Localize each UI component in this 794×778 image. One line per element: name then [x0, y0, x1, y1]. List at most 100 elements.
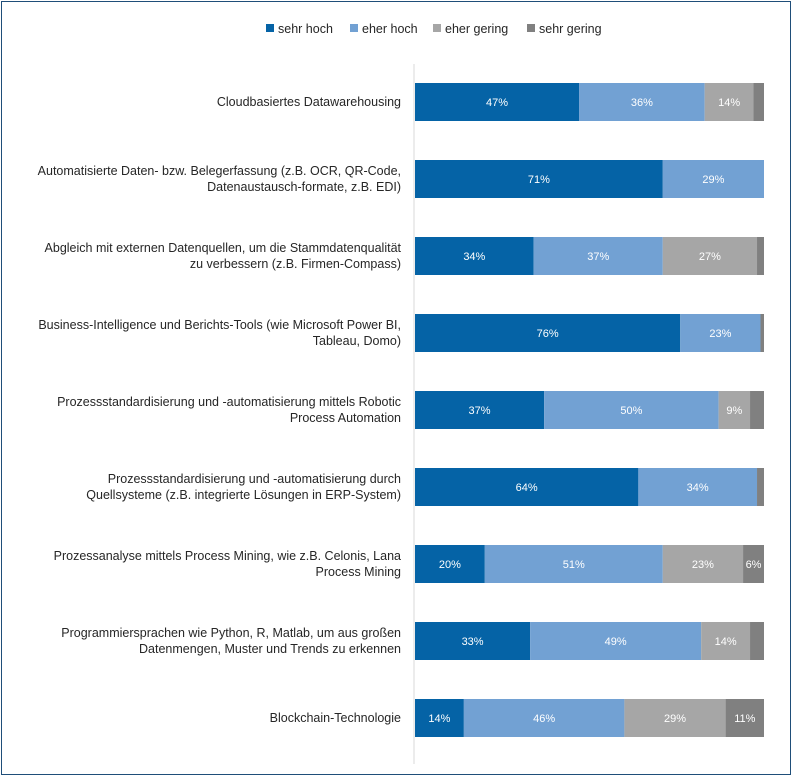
bar-value-label: 64% [516, 482, 538, 494]
bar-value-label: 50% [620, 405, 642, 417]
bar-value-label: 29% [702, 174, 724, 186]
legend-swatch [433, 24, 441, 32]
category-label: Prozessanalyse mittels Process Mining, w… [54, 549, 401, 563]
bar-row: 14% 46% 29% 11% [415, 699, 764, 737]
bar-value-label: 29% [664, 713, 686, 725]
bar-row: 34% 37% 27% [415, 237, 764, 275]
bar-value-label: 33% [462, 636, 484, 648]
legend-swatch [527, 24, 535, 32]
bar-value-label: 34% [463, 251, 485, 263]
category-labels: Cloudbasiertes Datawarehousing Automatisi… [38, 95, 402, 725]
legend-item-0: sehr hoch [266, 22, 333, 36]
bar-segment [760, 314, 764, 352]
legend-label: sehr hoch [278, 22, 333, 36]
bar-row: 64% 34% [415, 468, 764, 506]
bar-segment [624, 699, 726, 737]
bar-row: 71% 29% [415, 160, 764, 198]
bar-segment [544, 391, 719, 429]
bar-segment [704, 83, 754, 121]
bar-segment [415, 699, 464, 737]
bar-value-label: 6% [746, 559, 762, 571]
bar-segment [484, 545, 663, 583]
legend-label: sehr gering [539, 22, 602, 36]
bar-segment [680, 314, 761, 352]
bar-segment [743, 545, 764, 583]
bar-segment [750, 391, 764, 429]
category-label: Process Automation [290, 411, 401, 425]
category-label: Process Mining [316, 565, 401, 579]
bar-segment [415, 314, 681, 352]
bar-segment [415, 83, 580, 121]
legend-label: eher hoch [362, 22, 418, 36]
category-label: Blockchain-Technologie [270, 711, 401, 725]
category-label: Cloudbasiertes Datawarehousing [217, 95, 401, 109]
bar-segment [415, 160, 663, 198]
bar-row: 37% 50% 9% [415, 391, 764, 429]
legend-swatch [350, 24, 358, 32]
legend-item-2: eher gering [433, 22, 508, 36]
bars: 47% 36% 14% 71% 29% 34% 37% 27% 76% 23% 37% 50% 9% 64… [415, 83, 764, 737]
bar-value-label: 37% [587, 251, 609, 263]
bar-value-label: 14% [428, 713, 450, 725]
bar-segment [750, 622, 764, 660]
legend-item-1: eher hoch [350, 22, 418, 36]
bar-segment [753, 83, 764, 121]
bar-segment [757, 237, 764, 275]
category-label: Prozessstandardisierung und -automatisie… [108, 472, 401, 486]
bar-segment [463, 699, 625, 737]
bar-value-label: 20% [439, 559, 461, 571]
bar-value-label: 46% [533, 713, 555, 725]
bar-value-label: 14% [718, 97, 740, 109]
bar-row: 33% 49% 14% [415, 622, 764, 660]
bar-segment [701, 622, 751, 660]
bar-value-label: 9% [726, 405, 742, 417]
category-label: zu verbessern (z.B. Firmen-Compass) [190, 257, 401, 271]
bar-value-label: 37% [469, 405, 491, 417]
bar-value-label: 51% [563, 559, 585, 571]
category-label: Prozessstandardisierung und -automatisie… [57, 395, 401, 409]
legend: sehr hoch eher hoch eher gering sehr gering [266, 22, 602, 36]
bar-value-label: 23% [692, 559, 714, 571]
bar-value-label: 36% [631, 97, 653, 109]
category-label: Programmiersprachen wie Python, R, Matla… [61, 626, 401, 640]
bar-segment [415, 391, 545, 429]
bar-segment [533, 237, 663, 275]
legend-swatch [266, 24, 274, 32]
bar-value-label: 27% [699, 251, 721, 263]
bar-segment [415, 622, 531, 660]
bar-segment [415, 468, 639, 506]
bar-segment [757, 468, 764, 506]
bar-segment [662, 160, 764, 198]
legend-label: eher gering [445, 22, 508, 36]
legend-item-3: sehr gering [527, 22, 602, 36]
bar-value-label: 47% [486, 97, 508, 109]
bar-value-label: 11% [734, 713, 755, 725]
category-label: Datenaustausch-formate, z.B. EDI) [207, 180, 401, 194]
bar-segment [718, 391, 751, 429]
category-label: Automatisierte Daten- bzw. Belegerfassun… [38, 164, 401, 178]
category-label: Datenmengen, Muster und Trends zu erkenn… [139, 642, 401, 656]
bar-row: 76% 23% [415, 314, 764, 352]
bar-value-label: 14% [715, 636, 737, 648]
bar-value-label: 49% [605, 636, 627, 648]
bar-value-label: 23% [709, 328, 731, 340]
bar-segment [638, 468, 758, 506]
bar-segment [415, 237, 534, 275]
category-label: Abgleich mit externen Datenquellen, um d… [45, 241, 402, 255]
bar-row: 47% 36% 14% [415, 83, 764, 121]
bar-row: 20% 51% 23% 6% [415, 545, 764, 583]
bar-value-label: 34% [687, 482, 709, 494]
bar-segment [530, 622, 702, 660]
bar-segment [662, 237, 758, 275]
category-label: Quellsysteme (z.B. integrierte Lösungen … [86, 488, 401, 502]
bar-segment [662, 545, 744, 583]
category-label: Tableau, Domo) [313, 334, 401, 348]
bar-value-label: 71% [528, 174, 550, 186]
bar-value-label: 76% [537, 328, 559, 340]
bar-segment [579, 83, 705, 121]
category-label: Business-Intelligence und Berichts-Tools… [38, 318, 401, 332]
bar-segment [415, 545, 485, 583]
bar-segment [725, 699, 764, 737]
